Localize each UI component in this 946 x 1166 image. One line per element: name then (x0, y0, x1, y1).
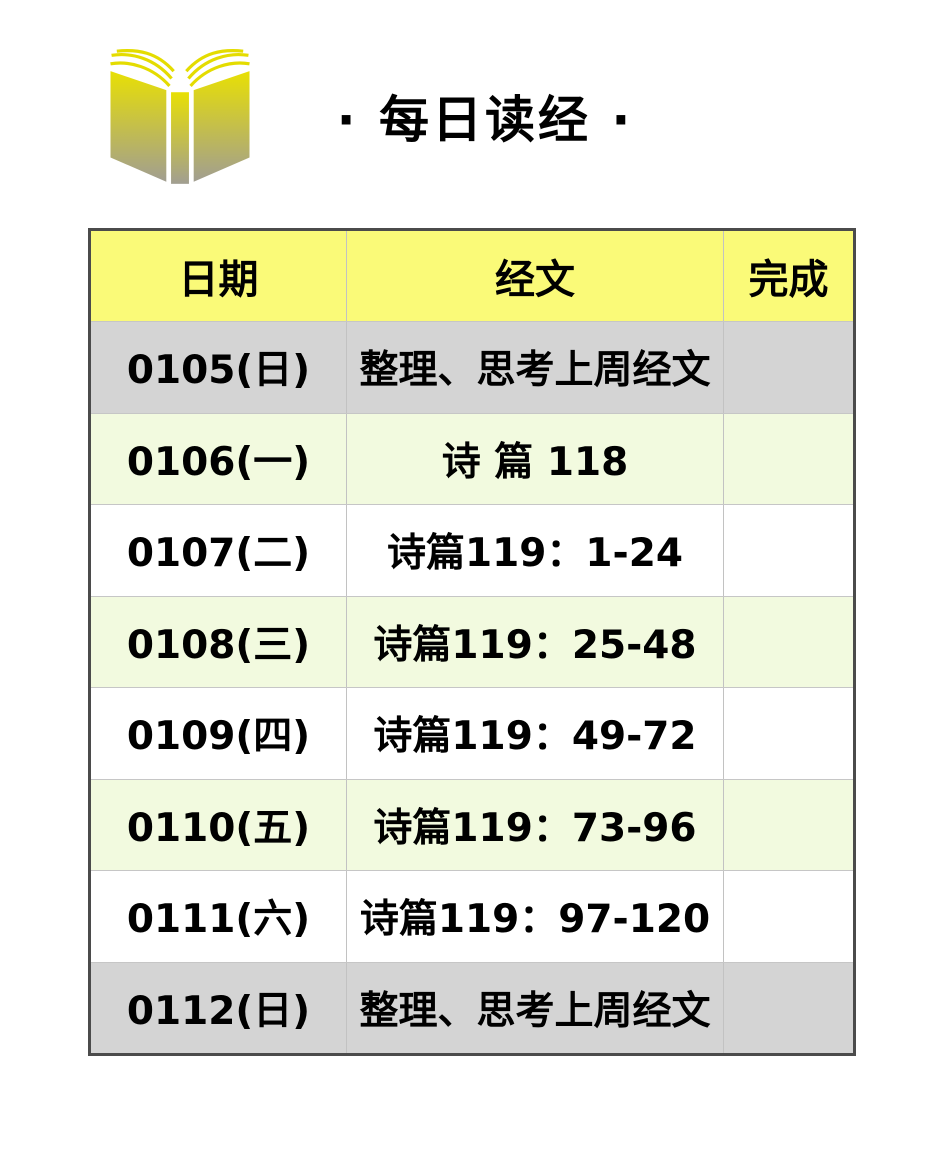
book-pages-lines (110, 49, 250, 87)
table-header-row: 日期 经文 完成 (91, 231, 853, 321)
date-cell: 0110(五) (91, 779, 347, 870)
table-row: 0112(日) 整理、思考上周经文 (91, 961, 853, 1054)
book-right-cover (193, 71, 250, 182)
reading-schedule-table: 日期 经文 完成 0105(日) 整理、思考上周经文 0106(一) 诗 篇 1… (88, 228, 856, 1056)
scripture-cell: 诗篇119：1-24 (347, 505, 724, 596)
done-cell (724, 963, 853, 1054)
date-cell: 0107(二) (91, 505, 347, 596)
column-header-scripture: 经文 (347, 231, 724, 321)
done-cell (724, 871, 853, 962)
date-cell: 0108(三) (91, 596, 347, 687)
table-row: 0106(一) 诗 篇 118 (91, 412, 853, 505)
done-cell (724, 505, 853, 596)
table-row: 0109(四) 诗篇119：49-72 (91, 687, 853, 779)
date-cell: 0111(六) (91, 871, 347, 962)
done-cell (724, 597, 853, 688)
scripture-cell: 诗篇119：25-48 (347, 596, 724, 687)
done-cell (724, 414, 853, 505)
done-cell (724, 688, 853, 779)
scripture-cell: 整理、思考上周经文 (347, 322, 724, 413)
scripture-cell: 诗篇119：49-72 (347, 688, 724, 779)
scripture-cell: 整理、思考上周经文 (347, 962, 724, 1053)
scripture-cell: 诗篇119：73-96 (347, 779, 724, 870)
done-cell (724, 780, 853, 871)
table-row: 0105(日) 整理、思考上周经文 (91, 321, 853, 413)
column-header-done: 完成 (748, 257, 829, 303)
date-cell: 0112(日) (91, 962, 347, 1053)
book-spine (171, 92, 189, 184)
book-left-cover (110, 71, 167, 182)
table-row: 0108(三) 诗篇119：25-48 (91, 595, 853, 688)
page-title: · 每日读经 · (336, 91, 634, 149)
table-row: 0111(六) 诗篇119：97-120 (91, 870, 853, 962)
table-row: 0110(五) 诗篇119：73-96 (91, 778, 853, 871)
column-header-date: 日期 (91, 231, 347, 321)
open-book-icon (110, 49, 250, 184)
date-cell: 0109(四) (91, 688, 347, 779)
date-cell: 0106(一) (91, 413, 347, 504)
scripture-cell: 诗 篇 118 (347, 413, 724, 504)
date-cell: 0105(日) (91, 322, 347, 413)
done-cell (724, 322, 853, 413)
table-row: 0107(二) 诗篇119：1-24 (91, 504, 853, 596)
scripture-cell: 诗篇119：97-120 (347, 871, 724, 962)
